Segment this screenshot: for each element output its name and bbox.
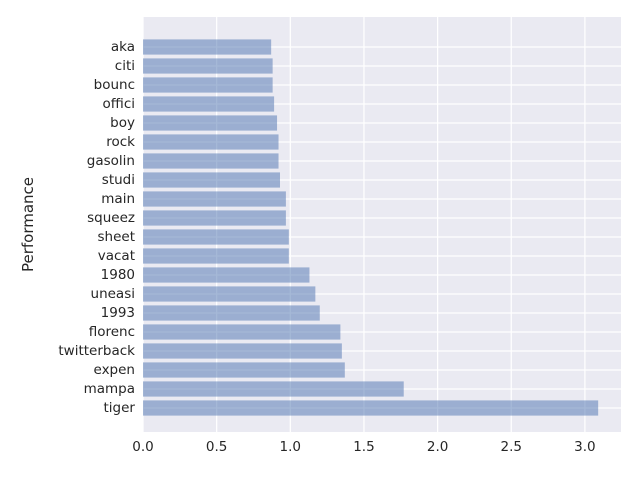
y-tick-label: vacat xyxy=(98,248,135,264)
x-tick-label: 2.0 xyxy=(427,439,448,455)
bar-offici xyxy=(143,96,275,112)
x-tick-labels: 0.0 0.5 1.0 1.5 2.0 2.5 3.0 xyxy=(132,439,595,455)
y-tick-label: sheet xyxy=(98,229,136,245)
bar-tiger xyxy=(143,400,599,416)
bar-mampa xyxy=(143,381,404,397)
x-tick-label: 0.0 xyxy=(132,439,153,455)
y-tick-label: main xyxy=(101,191,135,207)
y-tick-label: studi xyxy=(102,172,135,188)
y-tick-label: citi xyxy=(115,58,135,74)
y-tick-label: uneasi xyxy=(91,286,135,302)
bar-aka xyxy=(143,39,272,55)
bar-series xyxy=(143,39,599,416)
x-tick-label: 3.0 xyxy=(574,439,595,455)
y-tick-label: boy xyxy=(110,115,135,131)
y-tick-label: expen xyxy=(94,362,136,378)
bar-bounc xyxy=(143,77,273,93)
x-tick-label: 1.0 xyxy=(280,439,301,455)
bar-rock xyxy=(143,134,279,150)
bar-vacat xyxy=(143,248,289,264)
bar-main xyxy=(143,191,286,207)
y-tick-label: gasolin xyxy=(87,153,135,169)
bar-uneasi xyxy=(143,286,316,302)
bar-gasolin xyxy=(143,153,279,169)
bar-florenc xyxy=(143,324,341,340)
bar-1993 xyxy=(143,305,320,321)
y-tick-label: rock xyxy=(106,134,135,150)
y-tick-label: offici xyxy=(103,96,135,112)
y-axis-label: Performance xyxy=(19,177,37,272)
bar-studi xyxy=(143,172,280,188)
y-tick-label: tiger xyxy=(104,400,136,416)
bar-twitterback xyxy=(143,343,342,359)
y-tick-label: twitterback xyxy=(58,343,135,359)
bar-sheet xyxy=(143,229,289,245)
bar-expen xyxy=(143,362,345,378)
bar-citi xyxy=(143,58,273,74)
bar-squeez xyxy=(143,210,286,226)
y-tick-label: florenc xyxy=(89,324,135,340)
y-tick-label: squeez xyxy=(87,210,135,226)
y-tick-label: 1980 xyxy=(101,267,135,283)
y-tick-label: 1993 xyxy=(101,305,135,321)
x-tick-label: 0.5 xyxy=(206,439,227,455)
y-tick-labels: tiger mampa expen twitterback florenc 1993 une… xyxy=(58,39,135,416)
x-tick-label: 2.5 xyxy=(501,439,522,455)
bar-boy xyxy=(143,115,278,131)
y-tick-label: bounc xyxy=(94,77,135,93)
bar-1980 xyxy=(143,267,310,283)
x-tick-label: 1.5 xyxy=(353,439,374,455)
y-tick-label: mampa xyxy=(84,381,135,397)
y-tick-label: aka xyxy=(111,39,135,55)
